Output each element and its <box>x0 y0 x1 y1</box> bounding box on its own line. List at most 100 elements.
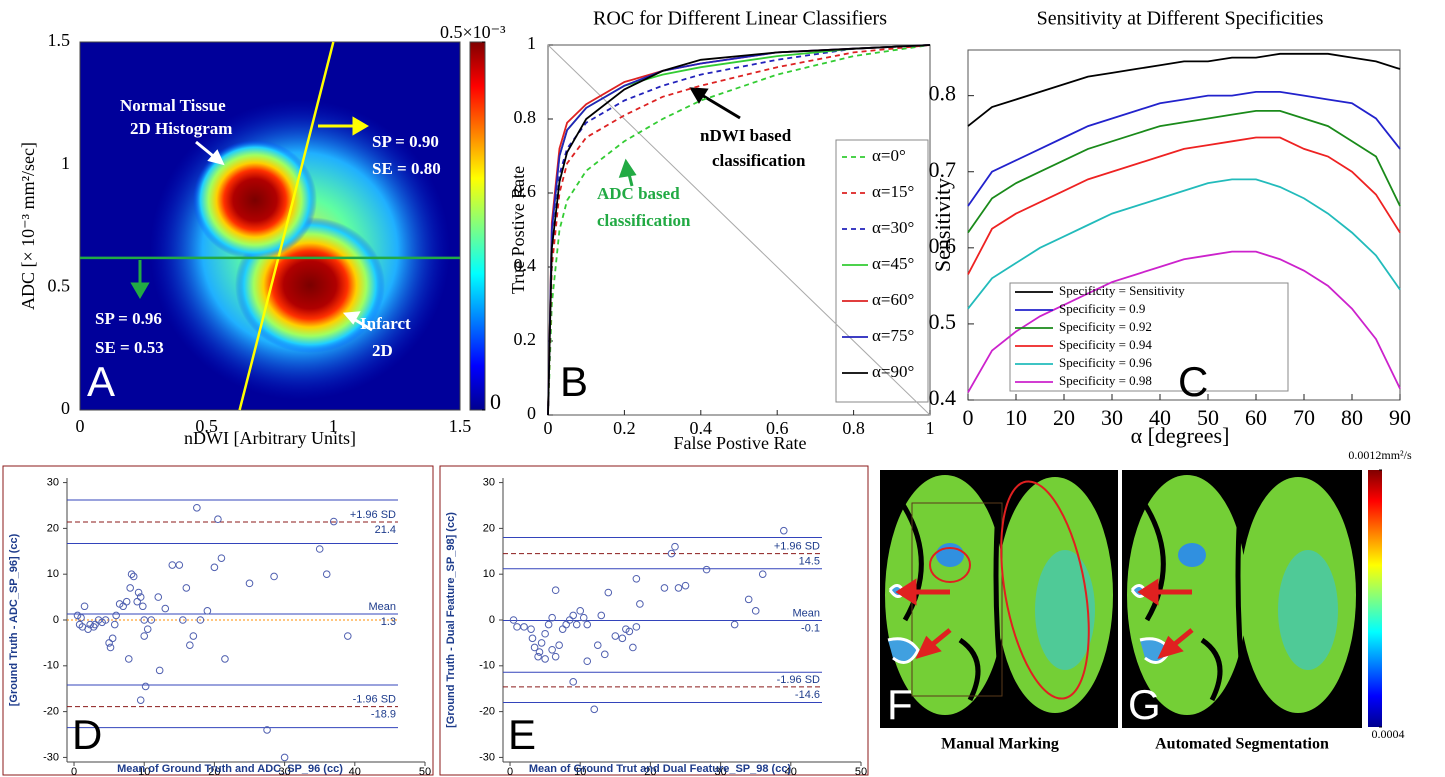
point <box>541 655 549 663</box>
x-tick-label: 30 <box>714 766 726 777</box>
x-tick-label: 50 <box>855 766 867 777</box>
point <box>555 641 563 649</box>
point <box>161 604 170 613</box>
y-tick-label: 0.4 <box>929 385 957 410</box>
line-series <box>967 52 1401 127</box>
legend-label: Specificity = 0.92 <box>1059 319 1152 334</box>
point <box>548 613 556 622</box>
point <box>189 632 198 640</box>
annotation: classification <box>712 151 806 170</box>
legend-label: Specificity = 0.98 <box>1059 373 1152 388</box>
panel-label: E <box>508 711 536 758</box>
point <box>779 526 788 535</box>
y-tick-label: 0.5 <box>929 309 957 334</box>
y-tick-label: 30 <box>47 476 59 488</box>
x-axis-label: α [degrees] <box>1131 423 1230 448</box>
point <box>270 572 278 581</box>
point <box>590 705 599 714</box>
colorbar-tick-label: 0.0012mm²/s <box>1348 448 1412 462</box>
y-tick-label: -30 <box>479 751 495 763</box>
point <box>583 620 592 629</box>
point <box>671 542 679 551</box>
point <box>141 682 150 691</box>
point <box>535 648 544 656</box>
point <box>569 611 577 620</box>
point <box>127 570 136 578</box>
arrow <box>318 116 369 136</box>
annotation: 2D Histogram <box>130 119 232 138</box>
panel-label: A <box>87 358 115 405</box>
x-tick-label: 50 <box>1197 405 1219 430</box>
legend-label: α=75° <box>872 326 914 345</box>
reference-line-value: 14.5 <box>799 555 820 567</box>
colorbar-tick-label: 0.0004 <box>1372 727 1405 741</box>
point <box>221 655 229 663</box>
point <box>513 623 521 631</box>
x-tick-label: 0.4 <box>690 418 713 438</box>
point <box>210 563 219 572</box>
brain-image <box>880 470 1118 728</box>
reference-line-name: -1.96 SD <box>353 693 396 705</box>
x-axis-label: Mean of Ground Truth and ADC_SP_96 (cc) <box>117 763 343 775</box>
panel-label: B <box>560 358 588 405</box>
y-tick-label: 0.2 <box>514 329 537 349</box>
point <box>91 620 99 629</box>
x-tick-label: 0.2 <box>613 418 636 438</box>
line-series <box>967 250 1401 393</box>
point <box>136 593 145 601</box>
point <box>541 629 549 638</box>
x-axis-label: Mean of Ground Trut and Dual Feature_SP_… <box>529 763 792 775</box>
annotation: SP = 0.90 <box>372 132 439 151</box>
point <box>263 726 271 734</box>
legend-label: α=15° <box>872 182 914 201</box>
y-tick-label: -20 <box>479 706 495 718</box>
y-tick-label: 1.5 <box>48 30 71 50</box>
plot-frame <box>967 49 1401 401</box>
point <box>280 753 289 762</box>
point <box>112 611 120 620</box>
point <box>105 639 113 647</box>
x-tick-label: 0 <box>71 766 77 777</box>
point <box>597 611 606 620</box>
point <box>667 549 676 558</box>
point <box>139 602 147 611</box>
x-tick-label: 0 <box>507 766 513 777</box>
line-series <box>967 109 1401 234</box>
annotation: SP = 0.96 <box>95 309 162 328</box>
point <box>625 627 634 636</box>
point <box>600 650 609 659</box>
point <box>155 666 164 675</box>
line-series <box>547 44 931 416</box>
line-series <box>967 90 1401 207</box>
point <box>744 595 753 604</box>
point <box>175 561 184 569</box>
point <box>758 570 767 578</box>
line-series <box>547 44 931 416</box>
point <box>108 634 117 643</box>
colorbar-tick-label: 0.5×10⁻³ <box>440 22 506 42</box>
point <box>315 545 324 553</box>
y-tick-label: 0.8 <box>514 107 537 127</box>
point <box>343 632 352 640</box>
reference-line-value: -0.1 <box>801 622 820 634</box>
point <box>203 607 212 615</box>
legend-label: α=0° <box>872 146 906 165</box>
point <box>681 581 690 590</box>
brain-image <box>1122 470 1362 728</box>
annotation: ADC based <box>597 184 680 203</box>
point <box>124 655 133 663</box>
panel-label: C <box>1178 358 1208 405</box>
point <box>576 607 585 615</box>
point <box>604 588 613 597</box>
x-tick-label: 20 <box>644 766 656 777</box>
point <box>593 641 602 649</box>
x-tick-label: 0 <box>544 418 553 438</box>
point <box>702 565 711 574</box>
x-tick-label: 90 <box>1389 405 1411 430</box>
x-tick-label: 1 <box>926 418 935 438</box>
y-tick-label: 10 <box>47 568 59 580</box>
line-series <box>967 136 1401 275</box>
y-tick-label: -20 <box>43 706 59 718</box>
x-axis-label: False Postive Rate <box>674 433 807 453</box>
legend-label: Specificity = 0.96 <box>1059 355 1152 370</box>
